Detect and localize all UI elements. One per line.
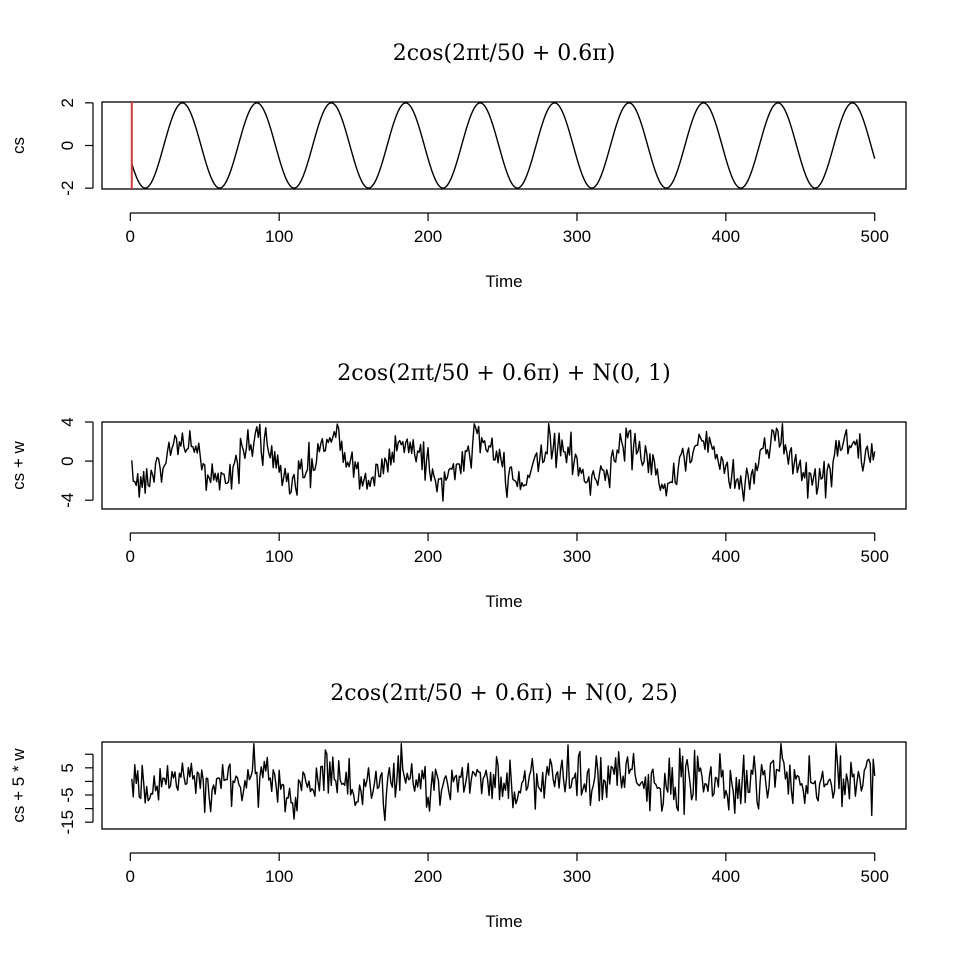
plot-frame — [101, 101, 907, 190]
y-tick-label: -5 — [58, 787, 77, 802]
y-axis-label: cs + w — [9, 440, 28, 489]
x-tick-label: 400 — [712, 867, 740, 886]
x-axis-label: Time — [485, 592, 522, 611]
plot-frame — [101, 421, 907, 510]
x-tick-label: 200 — [414, 867, 442, 886]
x-tick-label: 500 — [861, 227, 889, 246]
x-tick-label: 100 — [265, 867, 293, 886]
x-tick-label: 200 — [414, 547, 442, 566]
x-tick-label: 200 — [414, 227, 442, 246]
chart-title: 2cos(2πt/50 + 0.6π) + N(0, 25) — [330, 681, 677, 706]
y-tick-label: 0 — [58, 141, 77, 150]
x-tick-label: 100 — [265, 227, 293, 246]
y-axis-label: cs + 5 * w — [9, 748, 28, 823]
x-tick-label: 0 — [126, 547, 135, 566]
x-tick-label: 500 — [861, 867, 889, 886]
chart-title: 2cos(2πt/50 + 0.6π) + N(0, 1) — [337, 361, 670, 386]
series-line — [131, 423, 876, 502]
series-line — [131, 743, 876, 822]
series-line — [131, 102, 876, 189]
x-tick-label: 400 — [712, 547, 740, 566]
y-axis-label: cs — [9, 137, 28, 154]
x-axis-label: Time — [485, 272, 522, 291]
y-tick-label: 4 — [58, 417, 77, 426]
x-tick-label: 500 — [861, 547, 889, 566]
y-tick-label: -4 — [58, 493, 77, 508]
x-tick-label: 0 — [126, 227, 135, 246]
y-tick-label: -15 — [58, 810, 77, 835]
plot-frame — [101, 741, 907, 830]
y-tick-label: 0 — [58, 456, 77, 465]
chart-title: 2cos(2πt/50 + 0.6π) — [393, 41, 616, 66]
chart-panel-3: 2cos(2πt/50 + 0.6π) + N(0, 25) 0 100 200 300… — [9, 681, 907, 931]
y-tick-label: 5 — [58, 763, 77, 772]
chart-panel-2: 2cos(2πt/50 + 0.6π) + N(0, 1) 0 100 200 300 4… — [9, 361, 907, 611]
y-tick-label: 2 — [58, 98, 77, 107]
y-tick-label: -2 — [58, 181, 77, 196]
x-tick-label: 100 — [265, 547, 293, 566]
x-axis-label: Time — [485, 912, 522, 931]
x-tick-label: 300 — [563, 227, 591, 246]
x-tick-label: 300 — [563, 867, 591, 886]
chart-panel-1: 2cos(2πt/50 + 0.6π) 0 100 200 300 400 500 Time -… — [9, 41, 907, 291]
x-tick-label: 300 — [563, 547, 591, 566]
x-tick-label: 400 — [712, 227, 740, 246]
x-tick-label: 0 — [126, 867, 135, 886]
